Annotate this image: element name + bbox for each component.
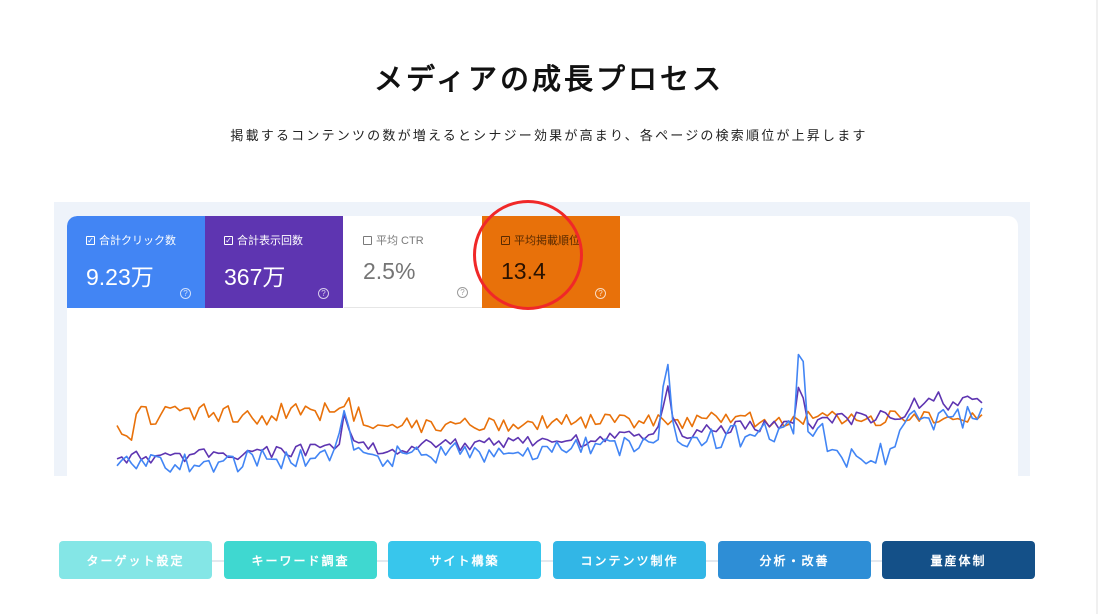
help-icon[interactable]: ? <box>180 288 191 299</box>
steps-connector-line <box>70 560 1020 562</box>
metric-label: 合計表示回数 <box>237 235 303 247</box>
checkbox-unchecked-icon[interactable] <box>363 235 372 245</box>
help-icon[interactable]: ? <box>318 288 329 299</box>
step-content-production[interactable]: コンテンツ制作 <box>553 541 706 579</box>
page-title: メディアの成長プロセス <box>374 62 724 96</box>
help-icon[interactable]: ? <box>595 288 606 299</box>
metric-card-total-impressions[interactable]: ✓ 合計表示回数 367万 ? <box>205 216 343 308</box>
page-subtitle: 掲載するコンテンツの数が増えるとシナジー効果が高まり、各ページの検索順位が上昇し… <box>230 129 868 144</box>
series-line-avg-position <box>116 397 983 441</box>
metric-value: 2.5% <box>363 258 416 284</box>
series-line-clicks <box>116 353 983 473</box>
metric-label: 平均 CTR <box>376 235 424 247</box>
step-keyword-research[interactable]: キーワード調査 <box>224 541 377 579</box>
highlight-circle-annotation <box>473 200 583 310</box>
metric-card-average-ctr[interactable]: 平均 CTR 2.5% ? <box>344 216 482 308</box>
metric-label: 合計クリック数 <box>99 235 176 247</box>
page-edge-divider <box>1096 0 1098 614</box>
metric-value: 9.23万 <box>86 264 154 290</box>
step-mass-production[interactable]: 量産体制 <box>882 541 1035 579</box>
checkbox-checked-icon[interactable]: ✓ <box>86 235 95 245</box>
checkbox-checked-icon[interactable]: ✓ <box>224 235 233 245</box>
performance-line-chart <box>116 353 983 473</box>
metric-card-total-clicks[interactable]: ✓ 合計クリック数 9.23万 ? <box>67 216 205 308</box>
metric-value: 367万 <box>224 264 286 290</box>
help-icon[interactable]: ? <box>457 287 468 298</box>
step-target-setting[interactable]: ターゲット設定 <box>59 541 212 579</box>
step-analysis-improvement[interactable]: 分析・改善 <box>718 541 871 579</box>
step-site-building[interactable]: サイト構築 <box>388 541 541 579</box>
